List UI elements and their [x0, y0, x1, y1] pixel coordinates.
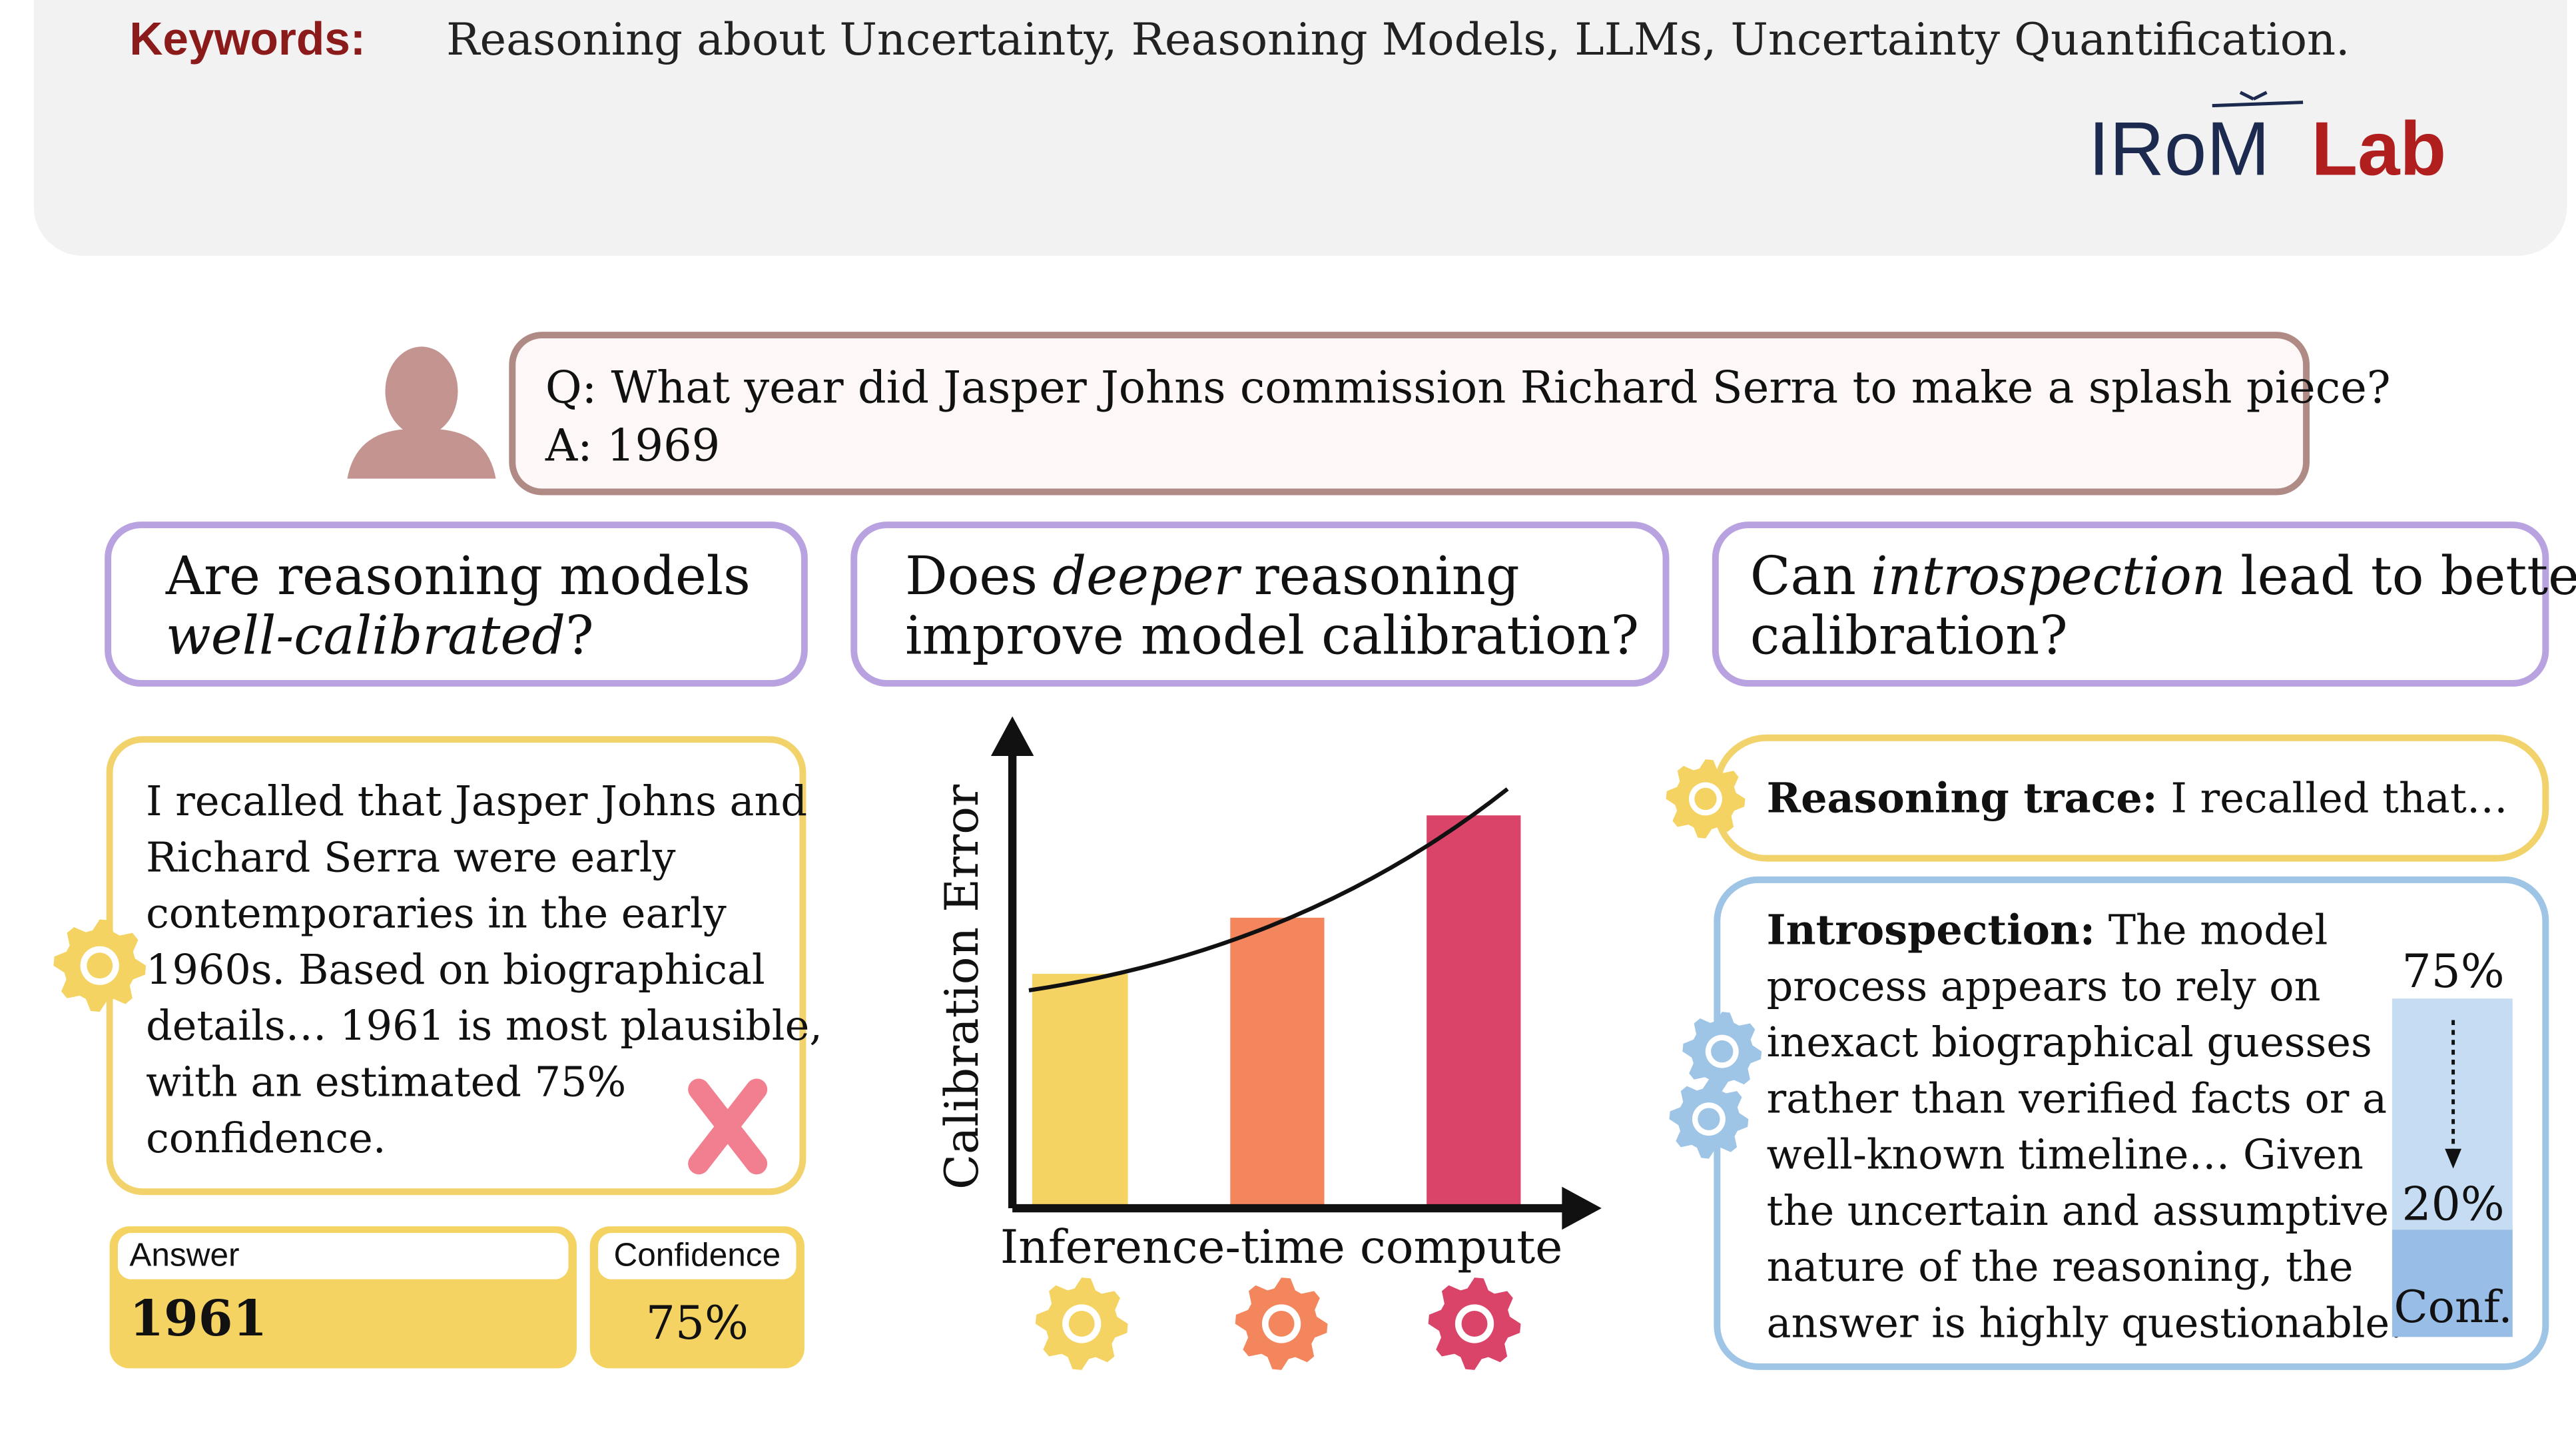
- illustrative-bar: [1427, 815, 1521, 1206]
- title-text: well-calibrated: [166, 604, 565, 666]
- prompt-box: [509, 332, 2310, 496]
- illustrative-bar: [1032, 974, 1128, 1206]
- gear-icon: [1666, 759, 1746, 839]
- confidence-after: 20%: [2402, 1178, 2504, 1231]
- gear-hub: [1068, 1311, 1095, 1337]
- reasoning-line: contemporaries in the early: [146, 889, 727, 938]
- prompt-answer: A: 1969: [545, 419, 720, 471]
- reasoning-line: details… 1961 is most plausible,: [146, 1001, 822, 1050]
- panel-title: Does deeper reasoning: [905, 545, 1520, 607]
- title-text: Does: [905, 545, 1038, 607]
- gear-icon: [1235, 1277, 1328, 1370]
- panel-title: Are reasoning models: [165, 545, 751, 607]
- reasoning-line: Richard Serra were early: [146, 833, 675, 881]
- title-text: ?: [565, 604, 594, 666]
- keywords-text: Reasoning about Uncertainty, Reasoning M…: [446, 13, 2350, 65]
- keywords-label: Keywords:: [129, 13, 366, 65]
- person-icon: [347, 346, 496, 479]
- illustrative-bar: [1230, 917, 1325, 1206]
- reasoning-line: confidence.: [146, 1114, 386, 1162]
- confidence-value: 75%: [646, 1297, 749, 1350]
- wrong-mark: [688, 1078, 768, 1175]
- trend-curve: [1028, 787, 1509, 992]
- gear-icon: [1428, 1277, 1521, 1370]
- panel-title: well-calibrated?: [166, 604, 594, 666]
- answer-value: 1961: [129, 1289, 267, 1347]
- trace-text: Reasoning trace: I recalled that…: [1767, 773, 2508, 822]
- confidence-label: Confidence: [613, 1236, 781, 1273]
- logo-left: IRoM: [2089, 107, 2270, 192]
- title-text: deeper: [1052, 545, 1241, 607]
- introspection-line: process appears to rely on: [1767, 962, 2321, 1010]
- confidence-bar-after: [2392, 1230, 2513, 1337]
- introspection-line: rather than verified facts or a: [1767, 1074, 2387, 1122]
- panel-title: calibration?: [1750, 604, 2068, 666]
- answer-label: Answer: [129, 1236, 239, 1273]
- gear-hub: [1268, 1311, 1295, 1337]
- gear-icon: [1035, 1277, 1128, 1370]
- reasoning-line: with an estimated 75%: [146, 1057, 626, 1106]
- title-text: reasoning: [1254, 545, 1520, 607]
- reasoning-line: I recalled that Jasper Johns and: [146, 777, 807, 825]
- gear-hub: [1461, 1311, 1488, 1337]
- y-axis-label: Calibration Error: [936, 784, 989, 1190]
- title-text: Are reasoning models: [165, 545, 751, 607]
- x-axis-label: Inference-time compute: [1000, 1221, 1562, 1274]
- header-panel: [33, 0, 2567, 256]
- confidence-tag: Conf.: [2394, 1281, 2512, 1333]
- panel-title: improve model calibration?: [905, 604, 1639, 666]
- reasoning-line: 1960s. Based on biographical: [146, 945, 765, 994]
- logo-right: Lab: [2311, 107, 2446, 192]
- gear-hub: [1694, 787, 1717, 811]
- prompt-question: Q: What year did Jasper Johns commission…: [545, 362, 2391, 414]
- introspection-text: The model: [2108, 906, 2328, 954]
- gear-icon: [1669, 1079, 1749, 1159]
- trace-label: Reasoning trace:: [1767, 773, 2158, 822]
- gear-hub: [1698, 1108, 1720, 1130]
- introspection-line: answer is highly questionable.: [1767, 1298, 2403, 1347]
- gear-hub: [1711, 1040, 1734, 1063]
- gear-icon: [53, 919, 147, 1012]
- confidence-label-bg: [598, 1233, 797, 1279]
- panel-title-box: [850, 522, 1670, 687]
- gear-icon: [1682, 1012, 1762, 1092]
- panel-title: Can introspection lead to better: [1750, 545, 2576, 607]
- confidence-before: 75%: [2402, 945, 2504, 998]
- title-text: lead to better: [2240, 545, 2576, 607]
- introspection-line: inexact biographical guesses: [1767, 1018, 2372, 1066]
- axes: [1008, 746, 1572, 1213]
- introspection-line: Introspection: The model: [1767, 906, 2328, 954]
- drop-arrow-head: [2445, 1148, 2461, 1169]
- introspection-line: well-known timeline… Given: [1767, 1130, 2364, 1179]
- trace-body: I recalled that…: [2171, 773, 2508, 822]
- logo-drone: [2212, 91, 2304, 108]
- introspection-line: the uncertain and assumptive: [1767, 1186, 2389, 1235]
- introspection-label: Introspection:: [1767, 906, 2095, 954]
- title-text: improve model calibration?: [905, 604, 1639, 666]
- panel-title-box: [105, 522, 808, 687]
- introspection-line: nature of the reasoning, the: [1767, 1242, 2354, 1291]
- gear-hub: [87, 952, 113, 979]
- title-text: calibration?: [1750, 604, 2068, 666]
- answer-label-bg: [117, 1233, 569, 1279]
- panel-title-box: [1712, 522, 2549, 687]
- title-text: introspection: [1871, 545, 2226, 607]
- title-text: Can: [1750, 545, 1856, 607]
